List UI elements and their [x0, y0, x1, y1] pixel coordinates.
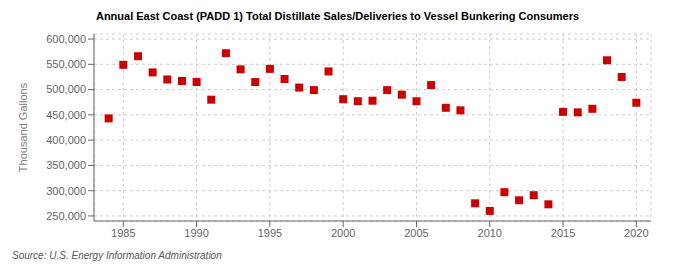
svg-text:350,000: 350,000	[46, 159, 86, 171]
html-text:Source: U.S. Energy Informatio: Source: U.S. Energy Information Administ…	[12, 250, 222, 261]
svg-text:2000: 2000	[331, 227, 355, 239]
svg-text:450,000: 450,000	[46, 109, 86, 121]
svg-text:Thousand Gallons: Thousand Gallons	[17, 82, 29, 172]
svg-text:1985: 1985	[111, 227, 135, 239]
svg-text:550,000: 550,000	[46, 58, 86, 70]
html-text:Annual East Coast (PADD 1) Tot: Annual East Coast (PADD 1) Total Distill…	[95, 10, 580, 22]
svg-text:2005: 2005	[404, 227, 428, 239]
svg-text:500,000: 500,000	[46, 83, 86, 95]
svg-text:1990: 1990	[184, 227, 208, 239]
svg-text:250,000: 250,000	[46, 210, 86, 222]
svg-text:400,000: 400,000	[46, 134, 86, 146]
svg-text:1995: 1995	[258, 227, 282, 239]
svg-text:2015: 2015	[551, 227, 575, 239]
svg-text:600,000: 600,000	[46, 33, 86, 45]
svg-text:2010: 2010	[478, 227, 502, 239]
svg-text:2020: 2020	[624, 227, 648, 239]
svg-text:300,000: 300,000	[46, 185, 86, 197]
